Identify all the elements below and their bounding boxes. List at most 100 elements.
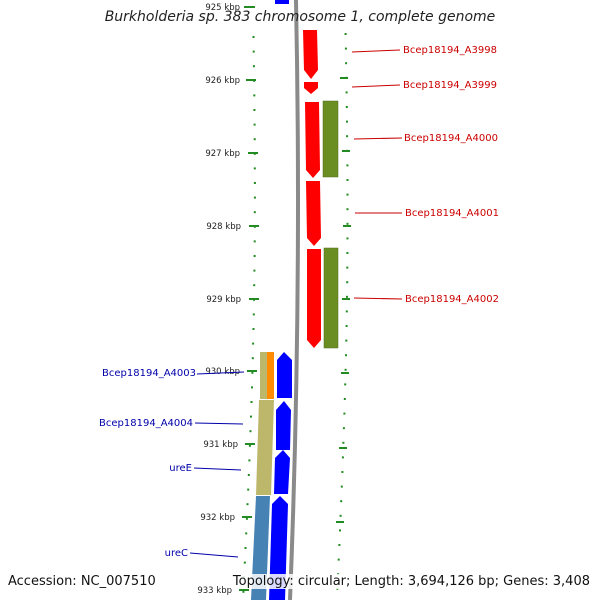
minor-tick <box>245 532 248 535</box>
minor-tick <box>249 430 252 433</box>
olive-feature-1[interactable] <box>322 100 339 178</box>
minor-tick <box>344 47 347 50</box>
gene-label-bcep18194-a4002[interactable]: Bcep18194_A4002 <box>405 294 499 305</box>
gene-label-uree[interactable]: ureE <box>169 463 192 474</box>
reverse-gene-top-fragment[interactable] <box>275 0 289 4</box>
minor-tick <box>248 444 251 447</box>
minor-tick <box>345 62 348 65</box>
minor-tick <box>248 459 251 462</box>
gene-label-bcep18194-a3999[interactable]: Bcep18194_A3999 <box>403 80 497 91</box>
minor-tick <box>346 295 348 298</box>
gene-label-bcep18194-a4000[interactable]: Bcep18194_A4000 <box>404 133 498 144</box>
minor-tick <box>345 310 348 313</box>
chromosome-backbone <box>288 0 300 601</box>
tan-feature-2[interactable] <box>256 400 274 495</box>
reverse-gene-labels: Bcep18194_A4003 Bcep18194_A4004 ureE ure… <box>99 368 245 559</box>
scale-ticks: 925 kbp 926 kbp 927 kbp 928 kbp 929 kbp … <box>197 3 259 596</box>
gene-bcep18194-a4000[interactable] <box>305 102 320 178</box>
minor-tick <box>346 266 349 269</box>
gene-uree[interactable] <box>274 450 290 494</box>
minor-tick <box>253 109 256 111</box>
minor-tick <box>252 328 255 330</box>
connector-line <box>194 422 244 425</box>
right-track-major-ticks <box>336 77 351 523</box>
minor-tick <box>346 193 349 196</box>
minor-tick <box>242 590 245 593</box>
minor-tick <box>339 514 342 517</box>
connector-line <box>196 371 245 375</box>
gene-bcep18194-a4001[interactable] <box>306 181 321 246</box>
minor-tick <box>253 167 256 170</box>
minor-tick <box>253 269 256 272</box>
gene-label-bcep18194-a3998[interactable]: Bcep18194_A3998 <box>403 45 497 56</box>
tick-label-928: 928 kbp <box>206 222 241 232</box>
minor-tick <box>345 339 348 342</box>
gene-label-bcep18194-a4001[interactable]: Bcep18194_A4001 <box>405 208 499 219</box>
gene-bcep18194-a4002[interactable] <box>307 249 321 348</box>
tan-feature-1[interactable] <box>260 352 268 399</box>
minor-tick <box>253 211 256 214</box>
gene-label-urec[interactable]: ureC <box>165 548 188 559</box>
gene-bcep18194-a4003[interactable] <box>277 352 292 398</box>
connector-line <box>353 297 403 300</box>
minor-tick <box>346 120 348 123</box>
gene-bcep18194-a3998[interactable] <box>303 30 318 79</box>
tick-label-925: 925 kbp <box>205 3 240 13</box>
minor-tick <box>338 544 341 546</box>
tick-label-932: 932 kbp <box>200 513 235 523</box>
gene-bcep18194-a3999[interactable] <box>304 82 318 94</box>
minor-tick <box>344 383 347 386</box>
minor-tick <box>252 36 255 38</box>
minor-tick <box>341 456 344 459</box>
minor-tick <box>343 412 346 415</box>
minor-tick <box>252 313 255 316</box>
minor-tick <box>346 222 349 225</box>
minor-tick <box>252 50 255 53</box>
connector-line <box>189 552 239 558</box>
minor-tick <box>346 237 349 240</box>
map-title: Burkholderia sp. 383 chromosome 1, compl… <box>104 9 496 25</box>
minor-tick <box>346 281 349 284</box>
minor-tick <box>340 485 343 488</box>
minor-tick <box>346 179 349 181</box>
forward-genes <box>303 30 321 348</box>
minor-tick <box>246 503 249 506</box>
topology-text: Topology: circular; Length: 3,694,126 bp… <box>232 574 590 589</box>
minor-tick <box>345 106 348 108</box>
olive-features <box>322 100 339 349</box>
gene-label-bcep18194-a4003[interactable]: Bcep18194_A4003 <box>102 368 196 379</box>
gene-label-bcep18194-a4004[interactable]: Bcep18194_A4004 <box>99 418 193 429</box>
orange-feature[interactable] <box>267 352 274 399</box>
minor-tick <box>253 196 256 199</box>
minor-tick <box>251 386 253 389</box>
minor-tick <box>345 325 348 327</box>
minor-tick <box>342 427 345 430</box>
gene-bcep18194-a4004[interactable] <box>276 401 291 450</box>
olive-feature-2[interactable] <box>323 247 339 349</box>
minor-tick <box>244 547 247 549</box>
connector-line <box>193 467 242 471</box>
minor-tick <box>250 401 253 403</box>
minor-tick <box>253 284 256 287</box>
left-tick-track <box>242 36 256 593</box>
minor-tick <box>339 529 341 532</box>
minor-tick <box>247 474 250 476</box>
minor-tick <box>344 368 347 371</box>
minor-tick <box>253 138 256 141</box>
minor-tick <box>346 208 349 211</box>
tick-label-930: 930 kbp <box>205 367 240 377</box>
connector-line <box>353 137 403 140</box>
forward-gene-labels: Bcep18194_A3998 Bcep18194_A3999 Bcep1819… <box>351 45 499 305</box>
minor-tick <box>345 91 348 94</box>
minor-tick <box>252 342 255 345</box>
minor-tick <box>253 240 256 243</box>
tick-label-931: 931 kbp <box>203 440 238 450</box>
accession-text: Accession: NC_007510 <box>8 574 156 589</box>
minor-tick <box>342 441 345 444</box>
minor-tick <box>247 488 250 491</box>
minor-tick <box>243 561 246 564</box>
minor-tick <box>251 371 254 374</box>
minor-tick <box>253 255 256 257</box>
